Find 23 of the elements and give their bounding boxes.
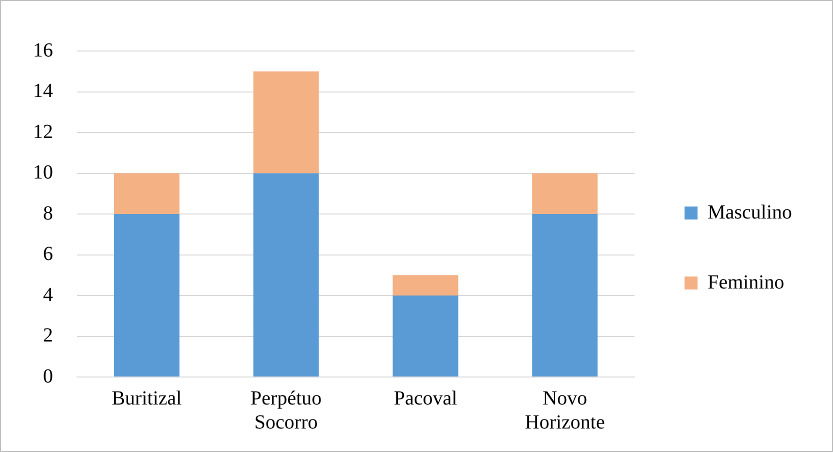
x-tick-label: Perpétuo Socorro (250, 387, 322, 434)
y-tick-label: 4 (43, 284, 53, 306)
legend-label: Feminino (708, 271, 784, 294)
y-tick-label: 0 (43, 365, 53, 388)
bar (114, 214, 180, 376)
x-tick-label: Pacoval (394, 387, 458, 410)
y-tick-label: 12 (33, 120, 53, 143)
bar (253, 173, 319, 376)
bar (253, 71, 319, 174)
bar (532, 214, 598, 376)
x-tick-label: Buritizal (112, 387, 182, 410)
y-tick-label: 6 (43, 243, 53, 265)
y-tick-label: 10 (33, 162, 53, 184)
y-tick-label: 8 (43, 202, 53, 224)
bar (114, 173, 180, 214)
y-tick-label: 16 (33, 39, 53, 62)
bar (392, 296, 458, 376)
bar (392, 275, 458, 296)
y-tick-label: 14 (33, 80, 53, 102)
x-tick-label: Novo Horizonte (524, 387, 605, 434)
y-tick-label: 2 (43, 324, 53, 346)
bar (532, 173, 598, 214)
legend-label: Masculino (708, 201, 792, 224)
